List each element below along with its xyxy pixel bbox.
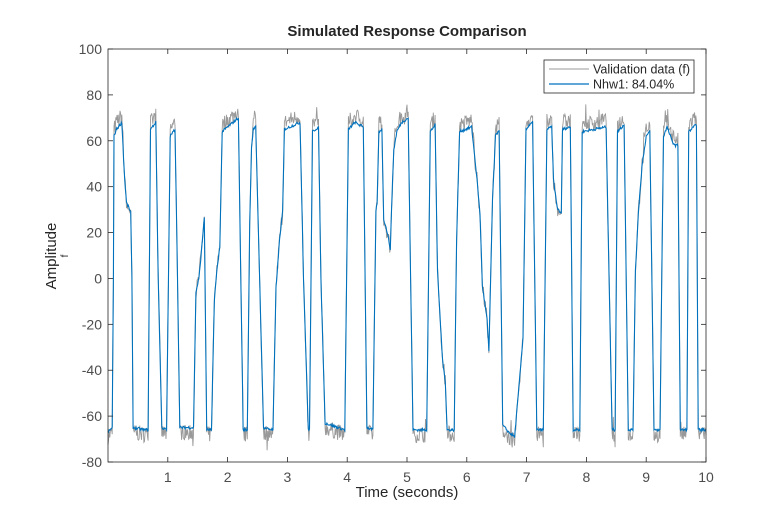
- y-tick-label: 80: [86, 87, 102, 103]
- x-tick-label: 2: [224, 469, 232, 485]
- x-axis-label: Time (seconds): [356, 484, 459, 501]
- ticks: 1 2 3 4 5 6 7 8 9 10 -80 -60 -40 -20 0 20 40 60 80 100: [79, 41, 714, 485]
- legend-label-model: Nhw1: 84.04%: [593, 78, 674, 92]
- legend: Validation data (f) Nhw1: 84.04%: [543, 59, 695, 94]
- y-tick-label: -60: [82, 408, 102, 424]
- x-tick-label: 1: [164, 469, 172, 485]
- legend-label-validation: Validation data (f): [593, 63, 690, 77]
- y-tick-label: 40: [86, 179, 102, 195]
- x-tick-label: 6: [463, 469, 471, 485]
- x-tick-label: 9: [642, 469, 650, 485]
- y-tick-label: -80: [82, 454, 102, 470]
- x-tick-label: 8: [583, 469, 591, 485]
- x-tick-label: 3: [284, 469, 292, 485]
- x-tick-label: 7: [523, 469, 531, 485]
- y-tick-label: 20: [86, 225, 102, 241]
- y-tick-label: 60: [86, 133, 102, 149]
- series-line-model: [107, 116, 707, 438]
- y-axis-label: Amplitude: [43, 223, 60, 290]
- y-axis-label-subscript: f: [60, 254, 71, 257]
- x-tick-label: 5: [403, 469, 411, 485]
- x-tick-label: 4: [343, 469, 351, 485]
- y-tick-label: 100: [79, 41, 103, 57]
- y-tick-label: -40: [82, 362, 102, 378]
- y-tick-label: -20: [82, 316, 102, 332]
- legend-box: [543, 59, 695, 94]
- y-tick-label: 0: [94, 270, 102, 286]
- series-layer: [107, 104, 707, 451]
- chart-title: Simulated Response Comparison: [287, 23, 526, 40]
- plot-area: [108, 49, 706, 462]
- x-tick-label: 10: [698, 469, 714, 485]
